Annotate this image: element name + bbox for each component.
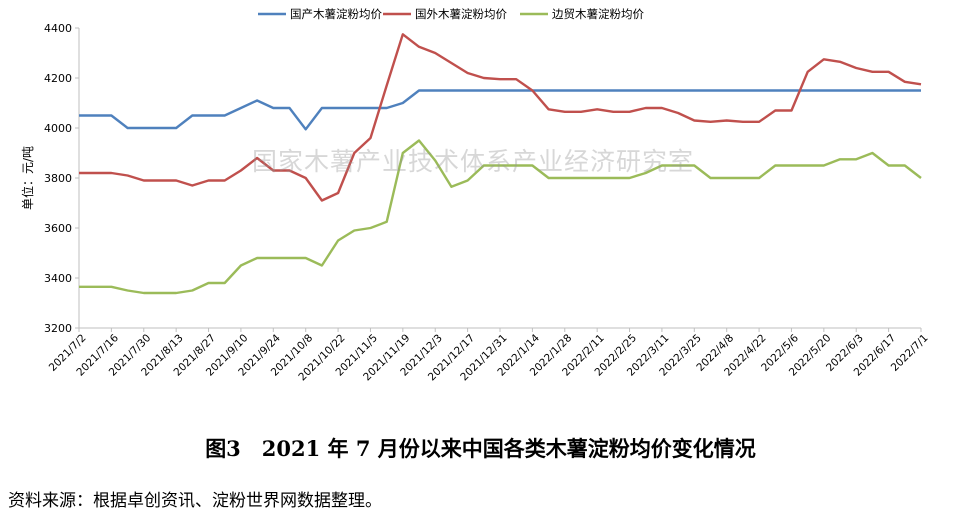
y-tick-label: 3600 (44, 222, 72, 235)
source-note: 资料来源：根据卓创资讯、淀粉世界网数据整理。 (8, 491, 382, 511)
series-line-1 (79, 33, 922, 202)
figure-caption: 图3 2021 年 7 月份以来中国各类木薯淀粉均价变化情况 (205, 436, 756, 461)
y-tick-label: 3800 (44, 172, 72, 185)
y-tick-label: 4400 (44, 22, 72, 35)
watermark: 国家木薯产业技术体系产业经济研究室 (252, 147, 695, 176)
series-line-2 (79, 139, 922, 295)
y-tick-label: 4200 (44, 72, 72, 85)
y-axis-label: 单位：元/吨 (20, 146, 35, 210)
y-tick-label: 3400 (44, 272, 72, 285)
y-tick-label: 3200 (44, 322, 72, 335)
legend-label-1: 国外木薯淀粉均价 (415, 7, 507, 21)
series-line-0 (79, 89, 921, 131)
legend-label-2: 边贸木薯淀粉均价 (552, 7, 644, 21)
y-tick-label: 4000 (44, 122, 72, 135)
legend-label-0: 国产木薯淀粉均价 (290, 7, 382, 21)
